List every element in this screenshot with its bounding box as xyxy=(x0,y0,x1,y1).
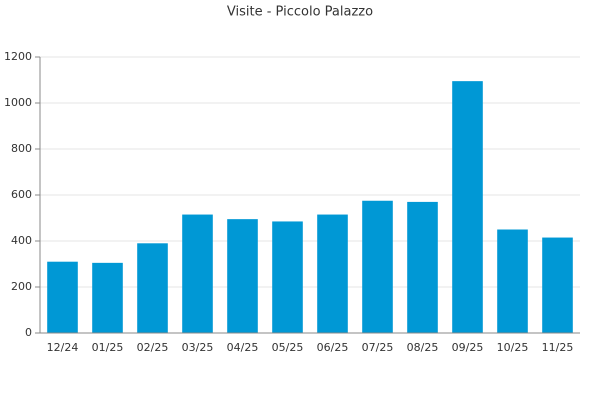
bar xyxy=(542,237,573,333)
x-tick-label: 04/25 xyxy=(227,341,259,354)
x-tick-label: 02/25 xyxy=(137,341,169,354)
x-tick-label: 08/25 xyxy=(407,341,439,354)
bar xyxy=(362,200,393,333)
y-tick-label: 1000 xyxy=(4,96,32,109)
bar xyxy=(317,214,348,333)
x-tick-label: 09/25 xyxy=(452,341,484,354)
x-tick-label: 12/24 xyxy=(47,341,79,354)
x-tick-label: 07/25 xyxy=(362,341,394,354)
chart-title: Visite - Piccolo Palazzo xyxy=(227,5,373,20)
y-tick-label: 0 xyxy=(25,326,32,339)
y-tick-label: 1200 xyxy=(4,50,32,63)
x-tick-label: 06/25 xyxy=(317,341,349,354)
bar xyxy=(452,81,483,334)
y-tick-label: 600 xyxy=(11,188,32,201)
y-tick-label: 800 xyxy=(11,142,32,155)
bar xyxy=(92,262,123,333)
y-tick-label: 200 xyxy=(11,280,32,293)
x-tick-label: 05/25 xyxy=(272,341,304,354)
bar xyxy=(47,261,78,333)
bar xyxy=(407,201,438,333)
bar xyxy=(497,229,528,333)
x-tick-label: 03/25 xyxy=(182,341,214,354)
bar xyxy=(272,221,303,333)
bar xyxy=(227,219,258,333)
x-tick-label: 01/25 xyxy=(92,341,124,354)
x-tick-label: 11/25 xyxy=(542,341,574,354)
x-tick-label: 10/25 xyxy=(497,341,529,354)
bar xyxy=(182,214,213,333)
y-tick-label: 400 xyxy=(11,234,32,247)
bar xyxy=(137,243,168,333)
